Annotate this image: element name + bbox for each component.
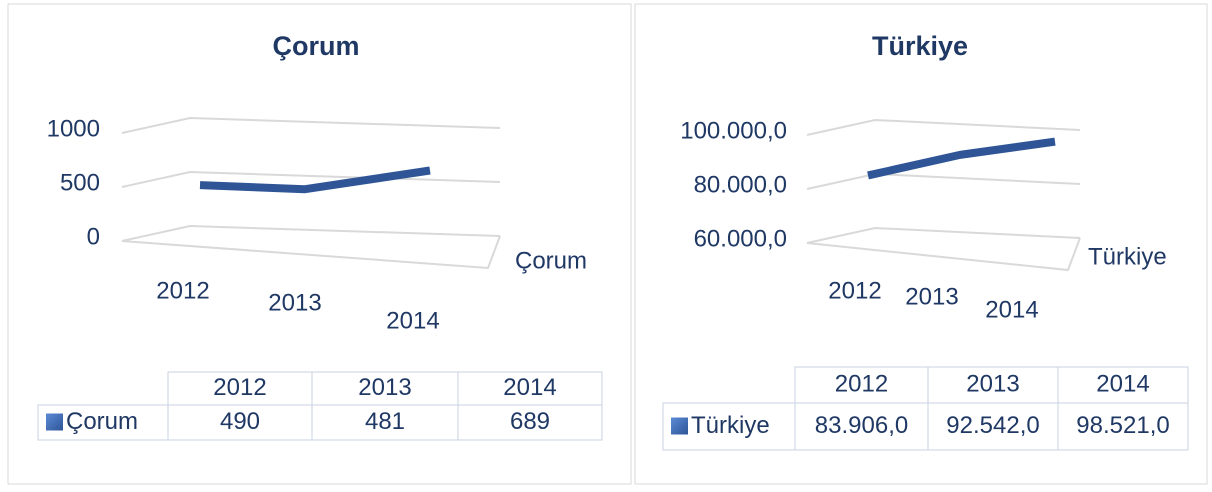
table-value: 490 (220, 408, 260, 435)
legend-label: Çorum (66, 408, 138, 435)
series-label: Çorum (515, 247, 587, 274)
line-ribbon (867, 137, 1056, 180)
x-tick-label: 2013 (268, 289, 321, 316)
legend-swatch (46, 413, 63, 431)
table-value: 689 (510, 408, 550, 435)
x-tick-label: 2012 (828, 277, 881, 304)
table-cell (37, 404, 603, 441)
grid-line (121, 224, 501, 242)
y-tick-label: 60.000,0 (694, 225, 787, 252)
grid-line (806, 118, 1081, 136)
y-tick-label: 80.000,0 (694, 171, 787, 198)
y-tick-label: 0 (87, 223, 100, 250)
chart-title: Türkiye (872, 31, 968, 61)
table-value: 98.521,0 (1076, 412, 1169, 439)
x-tick-label: 2014 (386, 307, 439, 334)
table-value: 92.542,0 (946, 412, 1039, 439)
floor (121, 235, 501, 270)
legend-label: Türkiye (691, 412, 770, 439)
y-tick-label: 1000 (47, 115, 100, 142)
table-header: 2012 (213, 374, 266, 401)
table-header: 2012 (835, 370, 888, 397)
line-ribbon (199, 166, 431, 194)
legend-swatch (671, 417, 688, 435)
chart-title: Çorum (273, 31, 360, 61)
y-tick-label: 500 (60, 169, 100, 196)
y-tick-label: 100.000,0 (680, 117, 787, 144)
grid-line (121, 116, 501, 134)
panel (7, 3, 632, 485)
floor (806, 237, 1081, 272)
table-header: 2013 (966, 370, 1019, 397)
x-tick-label: 2013 (905, 283, 958, 310)
table-cell (662, 402, 1189, 451)
series-label: Türkiye (1088, 243, 1167, 270)
table-value: 83.906,0 (815, 412, 908, 439)
table-value: 481 (365, 408, 405, 435)
panel (634, 3, 1208, 485)
table-header: 2013 (358, 374, 411, 401)
x-tick-label: 2014 (985, 296, 1038, 323)
x-tick-label: 2012 (156, 277, 209, 304)
table-header: 2014 (503, 374, 556, 401)
table-header: 2014 (1096, 370, 1149, 397)
grid-line (806, 226, 1081, 244)
